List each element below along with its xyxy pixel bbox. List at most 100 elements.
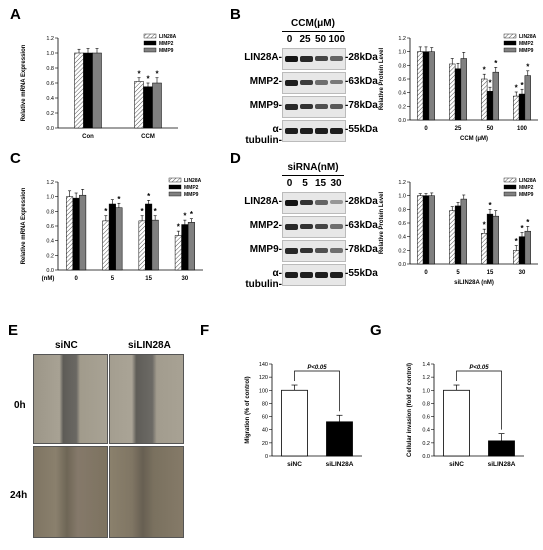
y-tick-label: 0.4 [398,235,406,241]
lane-label-25: 25 [299,34,311,45]
y-tick-label: 1.4 [422,362,430,368]
bar-mmp9-30 [187,222,195,271]
significance-star: * [154,207,158,216]
legend-label-lin28a: LIN28A [519,178,537,184]
blot-band [330,272,343,278]
bar-silin28a [488,440,515,457]
x-tick-label: 30 [182,276,189,282]
chart-b-protein-ccm: 0.0 0.2 0.4 0.6 0.8 1.0 1.2 Relative Protein Le… [379,33,538,142]
significance-star: * [146,75,150,84]
blot-strip [282,48,346,70]
bar-lin28a-25 [449,63,456,121]
y-axis-label: Relative Protein Level [379,47,385,110]
chart-a-mrna-ccm: 0.0 0.2 0.4 0.6 0.8 1.0 1.2 Relative mRNA Expre… [21,33,178,140]
blot-band [315,128,328,134]
chart-c-mrna-sirna: 0.0 0.2 0.4 0.6 0.8 1.0 1.2 Relative mRNA Expre… [21,177,203,282]
legend-label-lin28a: LIN28A [519,34,537,40]
blot-protein-label: MMP9- [249,244,282,255]
blot-strip [282,120,346,142]
y-tick-label: 0.4 [46,239,54,245]
micrograph-silin28a-0h [109,354,184,444]
x-tick-label: 50 [487,126,494,132]
x-tick-label: 0 [74,276,78,282]
legend-label-mmp2: MMP2 [159,41,174,47]
lane-label-0: 0 [286,178,293,189]
y-axis-label: Relative mRNA Expression [21,44,27,121]
blot-band [285,248,298,254]
bar-mmp9-30 [524,230,531,265]
micrograph-sinc-0h [33,354,108,444]
x-tick-label: siLIN28A [488,461,516,468]
y-axis-label: Cellular invasion (fold of control) [407,363,413,457]
blot-strip [282,192,346,214]
significance-star: * [526,62,530,71]
blot-header-line [282,31,344,32]
x-tick-label: 15 [487,270,494,276]
significance-star: * [104,207,108,216]
y-tick-label: 0.8 [46,66,54,72]
y-tick-label: 80 [262,401,268,407]
chart-d-protein-sirna: 0.0 0.2 0.4 0.6 0.8 1.0 1.2 Relative Protein Le… [379,177,538,286]
y-tick-label: 0.4 [398,91,406,97]
bar-lin28a-0 [417,195,424,265]
significance-star: * [526,218,530,227]
chart-g-invasion: 0.0 0.2 0.4 0.6 0.8 1.0 1.2 1.4 Cellular invasio… [407,362,524,468]
y-tick-label: 0.2 [398,248,406,254]
blot-protein-label: LIN28A- [244,52,282,63]
y-tick-label: 140 [259,362,268,368]
bar-lin28a-100 [513,95,520,121]
western-blot-d: siRNA(nM) 0 5 15 30 LIN28A- -28kDa MMP2- -63kDa M… [244,162,378,290]
bar-mmp2-5 [108,203,116,271]
legend-swatch-mmp9 [503,191,517,197]
blot-band [315,200,328,205]
y-tick-label: 0.8 [398,207,406,213]
p-value-annotation: P<0.05 [469,365,489,371]
y-tick-label: 0.2 [46,253,54,259]
bar-sinc [443,389,470,457]
panel-letter-d: D [230,150,241,167]
panel-letter-b: B [230,6,241,23]
significance-star: * [515,83,519,92]
bar-sinc [281,389,308,457]
y-tick-label: 1.2 [398,36,406,42]
y-tick-label: 20 [262,441,268,447]
legend-label-mmp2: MMP2 [519,41,534,47]
y-tick-label: 0.2 [46,111,54,117]
significance-star: * [141,207,145,216]
significance-star: * [137,69,141,78]
legend-swatch-mmp9 [143,47,157,53]
lane-label-30: 30 [330,178,342,189]
lane-label-5: 5 [302,178,308,189]
bar-mmp2-ccm [143,86,153,129]
blot-band [285,200,298,206]
y-tick-label: 0.6 [398,77,406,83]
blot-band [300,200,313,206]
panel-letter-c: C [10,150,21,167]
x-unit-label: (nM) [42,276,55,282]
y-tick-label: 0.8 [46,209,54,215]
bar-mmp2-0 [422,51,430,121]
blot-strip [282,96,346,118]
blot-band [330,200,343,204]
y-tick-label: 1.2 [398,180,406,186]
bar-mmp9-ccm [152,82,162,129]
x-tick-label: Con [82,134,94,140]
blot-header: siRNA(nM) [287,162,339,173]
bar-lin28a-50 [481,78,488,121]
y-tick-label: 1.0 [398,194,406,200]
bar-mmp2-con [83,52,93,129]
significance-star: * [483,221,487,230]
legend-swatch-mmp2 [503,40,517,46]
panel-letter-a: A [10,6,21,23]
bar-mmp9-15 [151,219,159,271]
y-tick-label: 1.0 [46,195,54,201]
blot-band [285,272,298,278]
legend-swatch-mmp2 [503,184,517,190]
bar-mmp9-25 [460,58,467,121]
significance-star: * [515,237,519,246]
blot-protein-label: MMP9- [249,100,282,111]
legend-swatch-mmp2 [168,184,182,190]
bar-lin28a-0 [417,51,424,121]
legend-label-lin28a: LIN28A [159,34,177,40]
bar-lin28a-0 [66,196,74,271]
